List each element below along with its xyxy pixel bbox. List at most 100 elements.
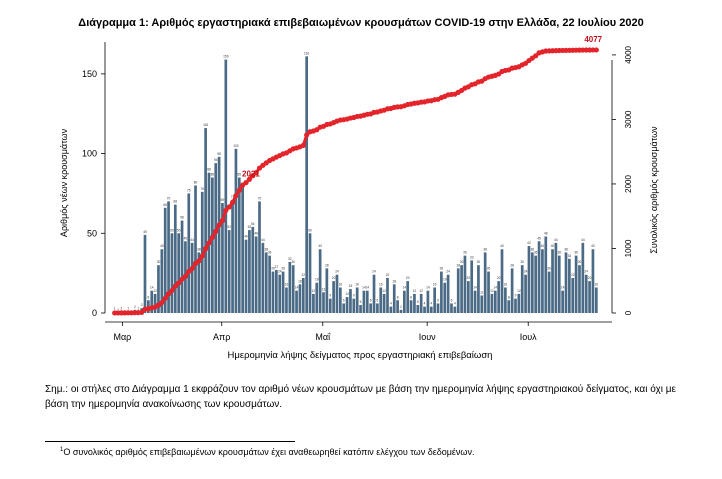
bar	[339, 287, 342, 313]
bar-data-label: 14	[295, 286, 299, 290]
bar-data-label: 44	[261, 238, 265, 242]
bar-data-label: 8	[147, 295, 149, 299]
cumulative-point	[189, 266, 195, 272]
x-tick-label: Ιουν	[419, 332, 436, 342]
bar	[355, 287, 359, 313]
bar	[588, 281, 591, 313]
bar	[578, 265, 581, 313]
bar	[349, 289, 352, 313]
cumulative-point	[169, 287, 175, 294]
bar-data-label: 16	[379, 282, 383, 286]
left-y-ticks: 0 50 100 150	[82, 69, 105, 318]
bar	[160, 249, 164, 313]
bar-data-label: 14	[473, 286, 477, 290]
bar-data-label: 6	[370, 298, 372, 302]
bar-data-label: 16	[355, 282, 359, 286]
bar-data-label: 9	[353, 294, 355, 298]
bar-data-label: 2	[134, 305, 136, 309]
bar-data-labels: 1 1 2 1 2 13498141230406670506850584575448038…	[114, 51, 599, 312]
bar-data-label: 28	[456, 263, 460, 267]
bar	[423, 306, 426, 313]
footnote-marker: 1	[60, 447, 64, 453]
x-tick-label: Μαρ	[113, 332, 131, 342]
bar	[561, 290, 564, 313]
bar	[514, 298, 517, 313]
bar-data-label: 22	[386, 273, 390, 277]
bar	[419, 293, 423, 313]
bar-data-label: 40	[591, 244, 595, 248]
bar-data-label: 50	[170, 228, 174, 232]
bar	[325, 268, 329, 313]
bar	[308, 233, 312, 313]
bar	[477, 265, 480, 313]
cumulative-point	[206, 240, 212, 246]
bar	[433, 287, 436, 313]
cumulative-series	[112, 47, 599, 316]
cumulative-point	[182, 273, 189, 279]
bar	[574, 255, 578, 313]
bar	[402, 290, 406, 313]
y2-axis-label: Συνολικός αριθμός κρουσμάτων	[649, 126, 659, 254]
bar-data-label: 1	[117, 308, 119, 312]
bar	[453, 306, 457, 313]
bar-data-label: 3	[141, 303, 143, 307]
bar	[470, 260, 474, 313]
bar-data-label: 32	[288, 257, 292, 261]
bar-data-label: 30	[578, 260, 582, 264]
bar-data-label: 15	[349, 284, 353, 288]
bar-data-label: 8	[508, 295, 510, 299]
y-tick-label: 150	[82, 69, 97, 79]
bar	[440, 271, 443, 313]
chart-plot: 1 1 2 1 2 13498141230406670506850584575448038…	[59, 35, 659, 342]
bar-data-label: 4	[390, 302, 392, 306]
bar	[524, 274, 527, 313]
bar-data-label: 16	[285, 282, 289, 286]
bar	[291, 265, 295, 313]
footnote-divider	[45, 441, 295, 442]
footnote: 1Ο συνολικός αριθμός επιβεβαιωμένων κρου…	[60, 447, 474, 457]
bar	[379, 287, 383, 313]
bar	[426, 290, 430, 313]
bar	[547, 271, 551, 313]
bar	[376, 303, 379, 313]
bar	[315, 282, 319, 313]
bar	[446, 274, 450, 313]
bar-data-label: 16	[595, 282, 599, 286]
bar-data-label: 14	[561, 286, 565, 290]
bar	[180, 220, 184, 313]
bar-data-label: 38	[264, 247, 268, 251]
bar	[416, 305, 420, 313]
bar	[150, 290, 154, 313]
x-tick-label: Απρ	[213, 332, 230, 342]
bar	[537, 241, 541, 313]
cumulative-point	[172, 283, 178, 289]
bar-data-label: 38	[483, 247, 487, 251]
cumulative-point	[219, 218, 226, 224]
bar	[520, 265, 524, 313]
bar	[406, 281, 410, 313]
bar-data-label: 4	[424, 302, 426, 306]
bar	[534, 255, 538, 313]
cumulative-point	[179, 276, 185, 282]
bar-data-label: 36	[463, 251, 467, 255]
bar	[332, 281, 335, 313]
cumulative-point	[226, 204, 232, 210]
bar-data-label: 30	[157, 260, 161, 264]
bar-data-label: 1	[127, 306, 129, 310]
bar-data-label: 24	[372, 270, 376, 274]
x-axis-label: Ημερομηνία λήψης δείγματος προς εργαστηρ…	[227, 350, 493, 361]
bar	[359, 305, 362, 313]
bar	[345, 297, 349, 313]
x-ticks: Μαρ Απρ Μαΐ Ιουν Ιουλ	[113, 322, 537, 342]
bar	[490, 293, 494, 313]
bar	[217, 156, 221, 313]
bar-data-label: 36	[268, 251, 272, 255]
cumulative-point	[139, 309, 145, 316]
bar	[517, 293, 521, 313]
cumulative-point	[203, 246, 209, 252]
bar	[544, 236, 548, 313]
bar-data-label: 22	[571, 273, 575, 277]
bar	[541, 249, 544, 313]
bar-data-label: 69	[221, 198, 225, 202]
cumulative-point	[209, 234, 215, 241]
